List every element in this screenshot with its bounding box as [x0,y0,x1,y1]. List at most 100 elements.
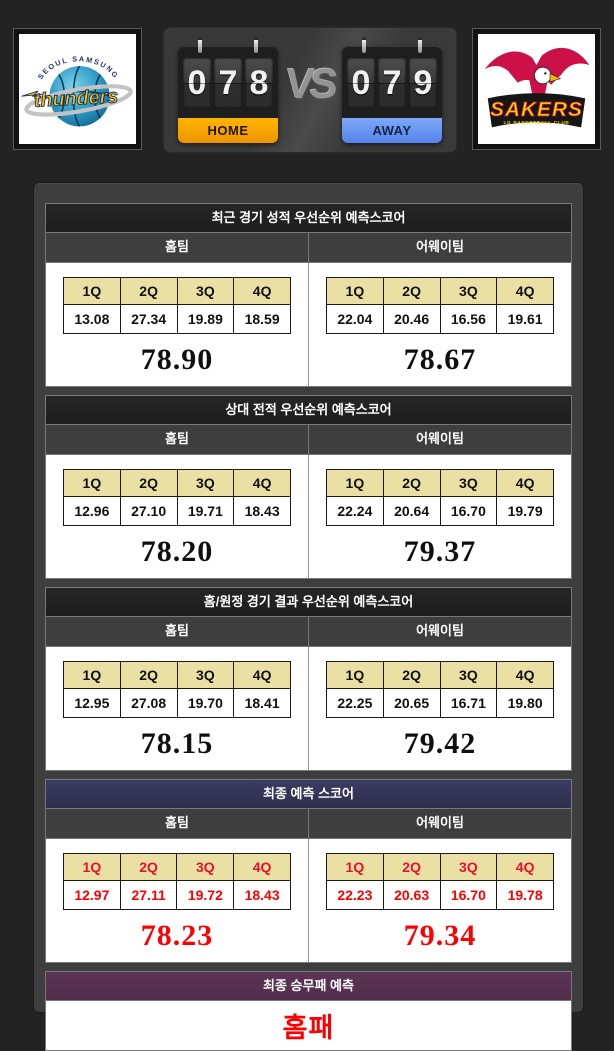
quarter-value: 19.78 [496,880,554,910]
prediction-panel: 최근 경기 성적 우선순위 예측스코어 홈팀 어웨이팀 1Q 2Q 3Q 4Q … [33,182,584,1051]
thunders-logo: SEOUL SAMSUNG thunders [19,34,136,144]
section-subheader: 홈팀 어웨이팀 [45,809,572,839]
home-total: 78.15 [140,727,214,760]
home-half: 1Q 2Q 3Q 4Q 12.95 27.08 19.70 18.41 78.1… [46,647,309,770]
score-digit: 9 [409,58,437,108]
quarter-value: 22.25 [326,688,384,718]
quarter-header: 3Q [176,853,235,881]
quarter-value: 18.43 [233,880,291,910]
sakers-subtext: LG BASKETBALL CLUB [504,120,570,126]
quarter-header: 3Q [439,277,498,305]
quarter-value: 22.04 [326,304,384,334]
quarter-value: 19.72 [176,880,235,910]
home-team-column-header: 홈팀 [46,617,309,646]
scoreboard-pin-icon [418,37,422,53]
home-quarters-table: 1Q 2Q 3Q 4Q 12.96 27.10 19.71 18.43 [63,469,291,526]
swoosh-icon [24,84,133,117]
final-outcome-body: 홈패 [45,1001,572,1051]
eagle-head-icon [534,66,552,85]
quarter-header: 4Q [233,469,291,497]
quarter-value: 20.64 [382,496,441,526]
home-quarters-table: 1Q 2Q 3Q 4Q 12.95 27.08 19.70 18.41 [63,661,291,718]
quarter-header: 2Q [119,853,178,881]
prediction-section: 상대 전적 우선순위 예측스코어 홈팀 어웨이팀 1Q 2Q 3Q 4Q 12.… [45,395,572,579]
quarter-header: 1Q [326,853,384,881]
away-team-logo-frame: SAKERS LG BASKETBALL CLUB [472,28,601,150]
quarter-value: 18.59 [233,304,291,334]
quarter-value: 13.08 [63,304,121,334]
quarter-header: 2Q [382,661,441,689]
quarter-header: 4Q [496,853,554,881]
final-outcome-section: 최종 승무패 예측 홈패 [45,971,572,1051]
final-outcome-result: 홈패 [282,1013,335,1043]
quarter-value: 22.24 [326,496,384,526]
vs-label: VS [283,60,337,107]
home-quarters-table: 1Q 2Q 3Q 4Q 12.97 27.11 19.72 18.43 [63,853,291,910]
home-team-column-header: 홈팀 [46,233,309,262]
scoreboard-pin-icon [254,37,258,53]
quarter-value: 27.08 [119,688,178,718]
home-half: 1Q 2Q 3Q 4Q 12.97 27.11 19.72 18.43 78.2… [46,839,309,962]
quarter-header: 4Q [496,469,554,497]
quarter-header: 1Q [63,277,121,305]
prediction-sections: 최근 경기 성적 우선순위 예측스코어 홈팀 어웨이팀 1Q 2Q 3Q 4Q … [45,203,572,963]
quarter-value: 12.97 [63,880,121,910]
quarter-value: 18.41 [233,688,291,718]
quarter-header: 3Q [439,853,498,881]
scoreboard-pin-icon [362,37,366,53]
home-total: 78.20 [140,535,214,568]
away-half: 1Q 2Q 3Q 4Q 22.04 20.46 16.56 19.61 78.6… [309,263,571,386]
sakers-logo: SAKERS LG BASKETBALL CLUB [478,34,595,144]
away-quarters-table: 1Q 2Q 3Q 4Q 22.23 20.63 16.70 19.78 [326,853,554,910]
score-digit: 7 [378,58,406,108]
quarter-value: 12.95 [63,688,121,718]
quarter-value: 16.70 [439,880,498,910]
sakers-wordmark: SAKERS [490,98,583,121]
quarter-value: 19.71 [176,496,235,526]
away-quarters-table: 1Q 2Q 3Q 4Q 22.04 20.46 16.56 19.61 [326,277,554,334]
quarter-header: 1Q [326,469,384,497]
final-outcome-title: 최종 승무패 예측 [45,971,572,1001]
score-digit: 0 [183,58,211,108]
quarter-header: 3Q [176,469,235,497]
quarter-value: 27.34 [119,304,178,334]
quarter-value: 16.71 [439,688,498,718]
quarter-value: 27.11 [119,880,178,910]
quarter-value: 20.65 [382,688,441,718]
quarter-header: 4Q [233,661,291,689]
quarter-header: 2Q [382,469,441,497]
quarter-value: 27.10 [119,496,178,526]
section-subheader: 홈팀 어웨이팀 [45,233,572,263]
home-total: 78.90 [140,343,214,376]
away-team-column-header: 어웨이팀 [416,431,464,446]
sakers-logo-image: SAKERS LG BASKETBALL CLUB [484,47,590,128]
prediction-section: 최종 예측 스코어 홈팀 어웨이팀 1Q 2Q 3Q 4Q 12.97 27.1… [45,779,572,963]
away-quarters-table: 1Q 2Q 3Q 4Q 22.25 20.65 16.71 19.80 [326,661,554,718]
section-title: 최근 경기 성적 우선순위 예측스코어 [45,203,572,233]
home-team-column-header: 홈팀 [46,425,309,454]
away-label: AWAY [342,118,442,143]
quarter-header: 1Q [63,853,121,881]
home-label: HOME [178,118,278,143]
section-title: 최종 예측 스코어 [45,779,572,809]
quarter-header: 1Q [63,661,121,689]
quarter-value: 19.61 [496,304,554,334]
lightning-icon [21,90,43,97]
quarter-value: 16.70 [439,496,498,526]
home-half: 1Q 2Q 3Q 4Q 13.08 27.34 19.89 18.59 78.9… [46,263,309,386]
quarter-header: 4Q [233,277,291,305]
quarter-value: 20.46 [382,304,441,334]
quarter-value: 19.79 [496,496,554,526]
quarter-header: 4Q [496,277,554,305]
section-subheader: 홈팀 어웨이팀 [45,425,572,455]
section-body: 1Q 2Q 3Q 4Q 12.95 27.08 19.70 18.41 78.1… [45,647,572,771]
quarter-header: 4Q [496,661,554,689]
home-team-column-header: 홈팀 [46,809,309,838]
home-quarters-table: 1Q 2Q 3Q 4Q 13.08 27.34 19.89 18.59 [63,277,291,334]
quarter-value: 18.43 [233,496,291,526]
